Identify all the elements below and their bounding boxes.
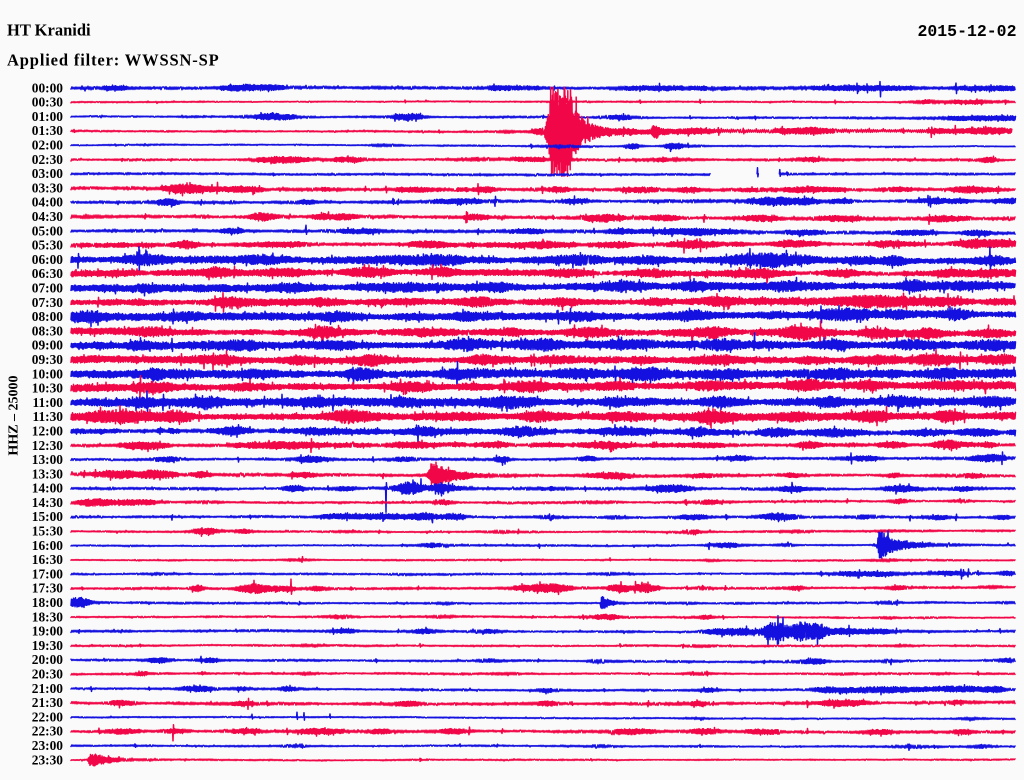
svg-text:14:00: 14:00 — [32, 481, 64, 496]
svg-text:20:00: 20:00 — [32, 652, 64, 667]
svg-text:13:00: 13:00 — [32, 452, 64, 467]
svg-text:2015-12-02: 2015-12-02 — [917, 22, 1016, 41]
svg-text:05:30: 05:30 — [32, 238, 64, 253]
svg-text:22:00: 22:00 — [32, 709, 64, 724]
svg-text:Applied filter: WWSSN-SP: Applied filter: WWSSN-SP — [7, 51, 220, 70]
svg-text:11:00: 11:00 — [32, 395, 63, 410]
svg-text:09:00: 09:00 — [32, 338, 64, 353]
svg-text:HHZ – 25000: HHZ – 25000 — [7, 375, 22, 455]
svg-text:04:30: 04:30 — [32, 209, 64, 224]
svg-text:04:00: 04:00 — [32, 195, 64, 210]
svg-text:08:00: 08:00 — [32, 309, 64, 324]
svg-text:16:30: 16:30 — [32, 552, 64, 567]
svg-text:03:00: 03:00 — [32, 166, 64, 181]
svg-text:15:00: 15:00 — [32, 509, 64, 524]
svg-text:22:30: 22:30 — [32, 724, 64, 739]
svg-text:21:00: 21:00 — [32, 681, 64, 696]
svg-text:02:30: 02:30 — [32, 152, 64, 167]
svg-text:03:30: 03:30 — [32, 180, 64, 195]
svg-text:00:00: 00:00 — [32, 80, 64, 95]
svg-text:05:00: 05:00 — [32, 223, 64, 238]
svg-text:07:00: 07:00 — [32, 281, 64, 296]
svg-text:01:30: 01:30 — [32, 123, 64, 138]
svg-text:18:30: 18:30 — [32, 609, 64, 624]
svg-text:15:30: 15:30 — [32, 524, 64, 539]
svg-text:02:00: 02:00 — [32, 138, 64, 153]
svg-text:16:00: 16:00 — [32, 538, 64, 553]
svg-text:17:30: 17:30 — [32, 581, 64, 596]
svg-text:23:00: 23:00 — [32, 738, 64, 753]
svg-text:14:30: 14:30 — [32, 495, 64, 510]
svg-text:HT Kranidi: HT Kranidi — [7, 21, 91, 40]
svg-text:10:30: 10:30 — [32, 381, 64, 396]
svg-text:00:30: 00:30 — [32, 95, 64, 110]
svg-text:17:00: 17:00 — [32, 566, 64, 581]
svg-text:18:00: 18:00 — [32, 595, 64, 610]
svg-text:21:30: 21:30 — [32, 695, 64, 710]
svg-text:09:30: 09:30 — [32, 352, 64, 367]
svg-text:23:30: 23:30 — [32, 752, 64, 767]
svg-text:13:30: 13:30 — [32, 466, 64, 481]
svg-text:06:00: 06:00 — [32, 252, 64, 267]
svg-text:20:30: 20:30 — [32, 667, 64, 682]
svg-text:06:30: 06:30 — [32, 266, 64, 281]
svg-text:19:30: 19:30 — [32, 638, 64, 653]
svg-text:12:30: 12:30 — [32, 438, 64, 453]
svg-text:19:00: 19:00 — [32, 624, 64, 639]
svg-text:07:30: 07:30 — [32, 295, 64, 310]
svg-text:10:00: 10:00 — [32, 366, 64, 381]
svg-text:11:30: 11:30 — [32, 409, 63, 424]
svg-text:12:00: 12:00 — [32, 424, 64, 439]
svg-text:08:30: 08:30 — [32, 323, 64, 338]
svg-text:01:00: 01:00 — [32, 109, 64, 124]
